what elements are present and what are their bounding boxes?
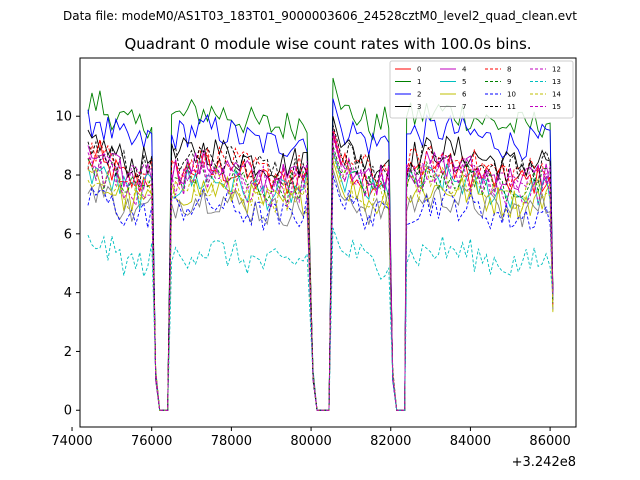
legend-label-15: 15 xyxy=(552,103,561,111)
y-tick-label: 0 xyxy=(64,404,72,419)
legend-label-0: 0 xyxy=(417,66,421,74)
x-tick-label: 84000 xyxy=(450,434,491,449)
legend-label-9: 9 xyxy=(507,78,511,86)
chart-title: Quadrant 0 module wise count rates with … xyxy=(124,35,531,53)
plot-frame xyxy=(79,57,577,428)
legend-label-3: 3 xyxy=(417,103,421,111)
legend-label-13: 13 xyxy=(552,78,561,86)
y-tick-label: 8 xyxy=(64,169,72,184)
y-tick-label: 4 xyxy=(64,286,72,301)
x-tick-label: 80000 xyxy=(290,434,331,449)
y-tick-label: 10 xyxy=(55,110,72,125)
x-tick-label: 82000 xyxy=(370,434,411,449)
legend-label-14: 14 xyxy=(552,91,561,99)
legend-label-10: 10 xyxy=(507,91,516,99)
legend-label-6: 6 xyxy=(462,91,467,99)
legend-label-12: 12 xyxy=(552,66,561,74)
series-line-15 xyxy=(87,148,554,411)
x-offset-label: +3.242e8 xyxy=(512,455,576,470)
y-axis: 0 2 4 6 8 10 xyxy=(55,110,80,419)
x-tick-label: 76000 xyxy=(131,434,172,449)
x-axis: 74000 76000 78000 80000 82000 84000 86000 xyxy=(51,427,571,449)
y-tick-label: 6 xyxy=(64,227,72,242)
series-layer xyxy=(87,77,554,411)
legend-label-2: 2 xyxy=(417,91,421,99)
x-tick-label: 78000 xyxy=(211,434,252,449)
x-tick-label: 86000 xyxy=(529,434,570,449)
y-tick-label: 2 xyxy=(64,345,72,360)
legend-label-4: 4 xyxy=(462,66,467,74)
legend-label-7: 7 xyxy=(462,103,466,111)
chart-suptitle: Data file: modeM0/AS1T03_183T01_90000036… xyxy=(63,9,577,23)
x-tick-label: 74000 xyxy=(51,434,92,449)
legend-label-5: 5 xyxy=(462,78,466,86)
plot-area xyxy=(79,57,577,428)
legend-label-1: 1 xyxy=(417,78,421,86)
legend-label-8: 8 xyxy=(507,66,511,74)
legend-box xyxy=(389,60,574,119)
series-line-11 xyxy=(87,124,554,411)
legend-label-11: 11 xyxy=(507,103,516,111)
plot-background xyxy=(80,58,576,427)
